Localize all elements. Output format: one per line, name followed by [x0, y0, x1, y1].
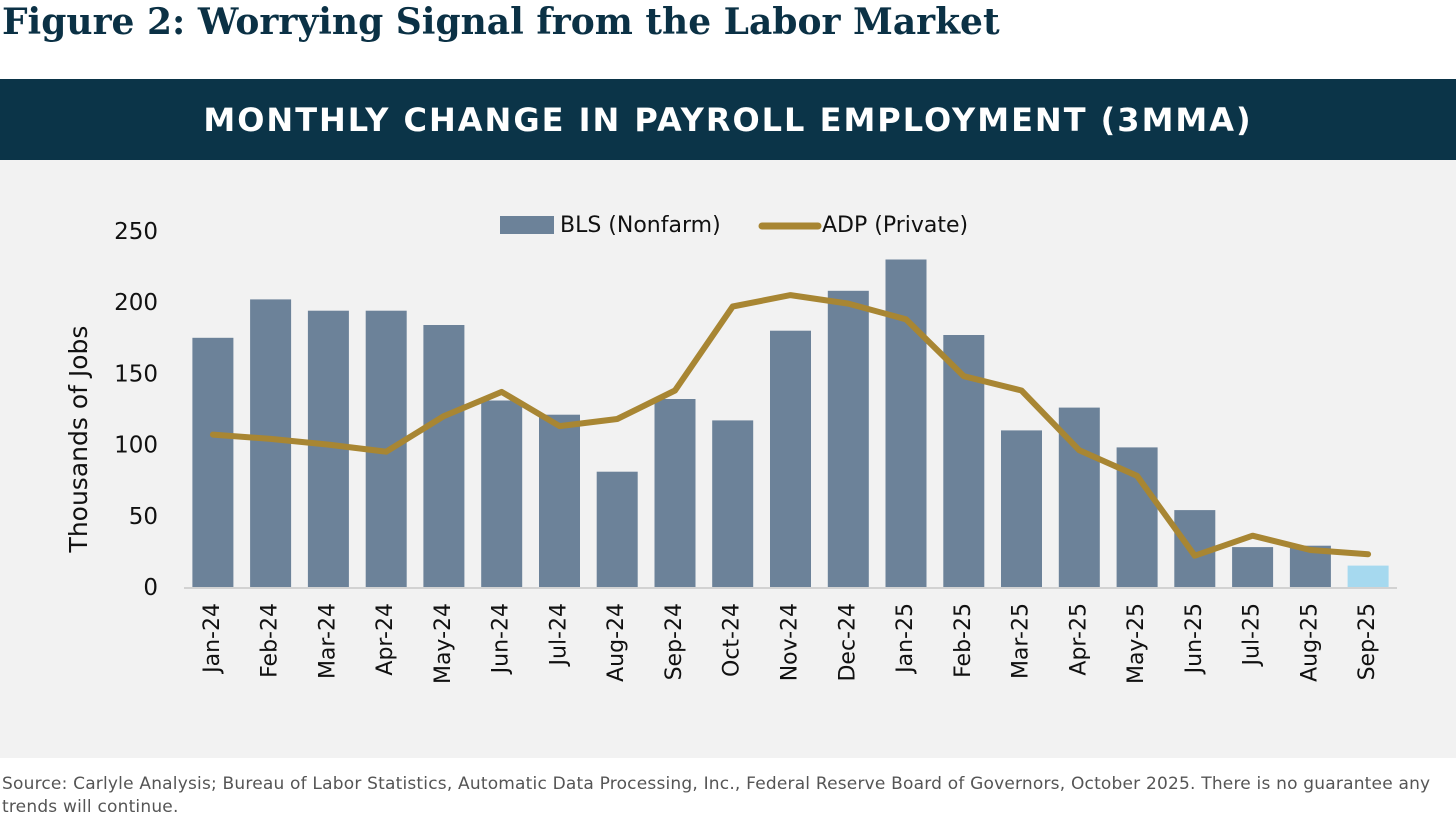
- x-tick-label: Apr-24: [373, 603, 398, 676]
- bls-bar-oct-24: [712, 420, 754, 587]
- bls-bar-aug-24: [596, 471, 638, 587]
- y-tick-label: 150: [114, 361, 158, 387]
- chart-title: MONTHLY CHANGE IN PAYROLL EMPLOYMENT (3M…: [203, 100, 1253, 139]
- x-tick-label: Jan-24: [200, 603, 225, 675]
- x-tick-label: Jun-25: [1182, 603, 1207, 675]
- x-tick-label: Aug-24: [604, 603, 629, 682]
- y-tick-label: 50: [129, 504, 158, 530]
- x-tick-label: Sep-25: [1355, 603, 1380, 680]
- bars-layer: [192, 259, 1389, 587]
- adp-series-line: [209, 292, 1372, 559]
- legend: BLS (Nonfarm) ADP (Private): [500, 213, 968, 238]
- y-tick-label: 200: [114, 290, 158, 316]
- bls-bar-jul-24: [539, 414, 580, 587]
- x-axis-ticks: Jan-24 Feb-24 Mar-24 Apr-24 May-24 Jun-24 Jul-…: [200, 603, 1380, 684]
- x-tick-label: Mar-25: [1009, 603, 1034, 679]
- x-tick-label: Jan-25: [893, 603, 918, 675]
- x-tick-label: Mar-24: [315, 603, 340, 679]
- legend-adp-label: ADP (Private): [822, 213, 968, 238]
- x-tick-label: Dec-24: [835, 603, 860, 682]
- x-tick-label: Aug-25: [1297, 603, 1322, 682]
- x-tick-label: Jul-25: [1240, 603, 1265, 667]
- chart-title-banner: MONTHLY CHANGE IN PAYROLL EMPLOYMENT (3M…: [0, 79, 1456, 160]
- y-axis-label: Thousands of Jobs: [64, 326, 93, 554]
- y-tick-label: 100: [114, 433, 158, 459]
- x-tick-label: May-24: [431, 603, 456, 684]
- bls-bar-nov-24: [770, 330, 811, 587]
- bls-bar-jul-25: [1232, 547, 1274, 587]
- legend-bls-label: BLS (Nonfarm): [560, 213, 721, 238]
- y-axis-ticks: 0 50 100 150 200 250: [114, 219, 158, 601]
- legend-bls-swatch: [500, 216, 554, 234]
- bls-bar-sep-24: [654, 399, 696, 587]
- bls-bar-dec-24: [827, 290, 869, 587]
- x-tick-label: May-25: [1124, 603, 1149, 684]
- payroll-chart: 0 50 100 150 200 250 Jan-24 Feb-24 Mar-24 Apr-24…: [64, 213, 1397, 684]
- y-tick-label: 250: [114, 219, 158, 245]
- figure-title: Figure 2: Worrying Signal from the Labor…: [2, 1, 1000, 43]
- x-tick-label: Nov-24: [778, 603, 803, 681]
- bls-bar-may-24: [423, 325, 465, 587]
- x-tick-label: Sep-24: [662, 603, 687, 680]
- bls-bar-jun-24: [481, 400, 523, 587]
- bls-bar-jan-24: [192, 337, 234, 587]
- bls-bar-mar-25: [1001, 430, 1042, 587]
- x-tick-label: Oct-24: [720, 603, 745, 677]
- x-tick-label: Feb-25: [951, 603, 976, 678]
- bls-bar-sep-25: [1347, 565, 1389, 587]
- x-tick-label: Jun-24: [489, 603, 514, 675]
- bls-bar-jan-25: [885, 259, 927, 587]
- x-tick-label: Feb-24: [258, 603, 283, 678]
- x-tick-label: Apr-25: [1066, 603, 1091, 676]
- source-note: Source: Carlyle Analysis; Bureau of Labo…: [2, 774, 1431, 817]
- x-tick-label: Jul-24: [547, 603, 572, 667]
- y-tick-label: 0: [143, 575, 158, 601]
